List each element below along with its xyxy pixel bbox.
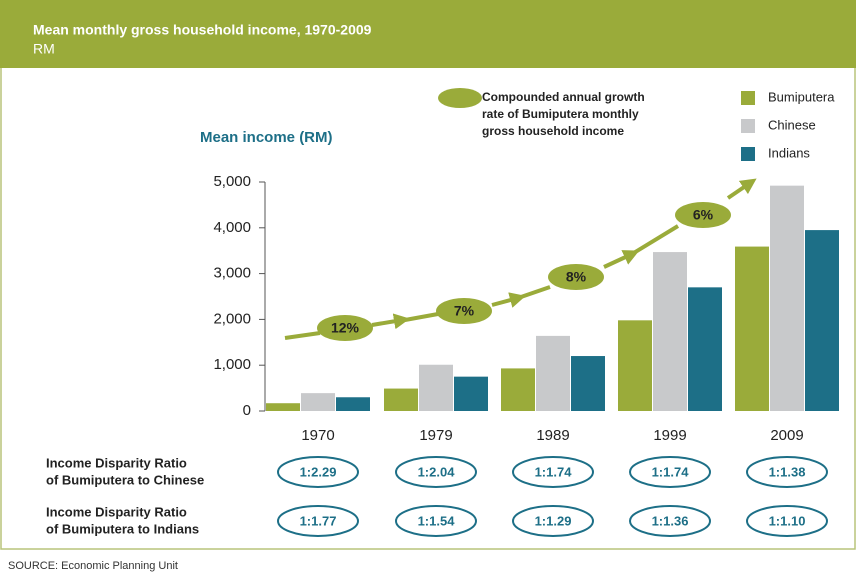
legend-label: Bumiputera bbox=[768, 89, 835, 104]
ratio-row-label: of Bumiputera to Indians bbox=[46, 521, 199, 536]
ratio-bubble bbox=[629, 505, 711, 537]
y-axis-title: Mean income (RM) bbox=[200, 129, 333, 146]
y-tick-label: 1,000 bbox=[213, 356, 251, 373]
ratio-bubble bbox=[277, 456, 359, 488]
y-tick-label: 0 bbox=[243, 402, 251, 419]
ratio-bubble bbox=[746, 456, 828, 488]
growth-arrow bbox=[491, 292, 526, 308]
ratio-bubble bbox=[746, 505, 828, 537]
growth-arrows bbox=[284, 178, 757, 340]
growth-legend-marker bbox=[438, 88, 482, 108]
ratio-bubble bbox=[395, 505, 477, 537]
ratio-row-label: Income Disparity Ratio bbox=[46, 455, 187, 470]
source: SOURCE: Economic Planning Unit bbox=[8, 560, 178, 572]
growth-legend-text: Compounded annual growth bbox=[482, 90, 645, 104]
ratio-row-label: of Bumiputera to Chinese bbox=[46, 472, 204, 487]
legend-label: Chinese bbox=[768, 117, 816, 132]
growth-bubble bbox=[317, 315, 373, 341]
growth-arrow bbox=[603, 250, 640, 269]
ratio-value: 1:1.10 bbox=[769, 513, 806, 528]
ratio-bubble bbox=[512, 505, 594, 537]
growth-arrow bbox=[726, 178, 757, 200]
bar bbox=[618, 320, 652, 411]
ratio-value: 1:1.36 bbox=[652, 513, 689, 528]
y-tick-label: 4,000 bbox=[213, 219, 251, 236]
chart-title: Mean monthly gross household income, 197… bbox=[33, 22, 372, 38]
growth-rate: 6% bbox=[693, 207, 714, 223]
ratio-value: 1:1.29 bbox=[535, 513, 572, 528]
bar bbox=[501, 368, 535, 411]
bar bbox=[336, 397, 370, 411]
header bbox=[0, 0, 856, 68]
bar bbox=[266, 403, 300, 411]
bar bbox=[419, 364, 453, 411]
x-tick-label: 1979 bbox=[419, 427, 452, 444]
y-tick-label: 5,000 bbox=[213, 173, 251, 190]
x-tick-label: 1999 bbox=[653, 427, 686, 444]
legend-swatch bbox=[741, 91, 755, 105]
ratio-bubble bbox=[512, 456, 594, 488]
ratio-value: 1:1.74 bbox=[535, 464, 573, 479]
chart-subtitle: RM bbox=[33, 41, 55, 57]
bar bbox=[384, 388, 418, 411]
ratio-value: 1:1.77 bbox=[300, 513, 337, 528]
legend-swatch bbox=[741, 147, 755, 161]
growth-rate: 8% bbox=[566, 269, 587, 285]
x-tick-label: 1989 bbox=[536, 427, 569, 444]
bar bbox=[301, 393, 335, 411]
growth-bubble bbox=[436, 298, 492, 324]
y-tick-label: 2,000 bbox=[213, 310, 251, 327]
bar bbox=[688, 287, 722, 411]
ratio-value: 1:2.29 bbox=[300, 464, 337, 479]
growth-legend-text: gross household income bbox=[482, 124, 624, 138]
growth-rate: 7% bbox=[454, 303, 475, 319]
bar bbox=[735, 246, 769, 411]
ratio-value: 1:1.54 bbox=[418, 513, 456, 528]
ratio-row-label: Income Disparity Ratio bbox=[46, 504, 187, 519]
x-tick-label: 1970 bbox=[301, 427, 334, 444]
growth-legend-text: rate of Bumiputera monthly bbox=[482, 107, 639, 121]
bar bbox=[536, 335, 570, 411]
growth-bubble bbox=[548, 264, 604, 290]
y-tick-label: 3,000 bbox=[213, 265, 251, 282]
legend-label: Indians bbox=[768, 145, 810, 160]
ratio-bubble bbox=[629, 456, 711, 488]
ratio-bubble bbox=[277, 505, 359, 537]
growth-arrow bbox=[404, 224, 680, 322]
growth-arrow bbox=[371, 313, 410, 330]
growth-arrow bbox=[284, 331, 321, 340]
ratio-value: 1:2.04 bbox=[418, 464, 456, 479]
growth-bubble bbox=[675, 202, 731, 228]
legend-swatch bbox=[741, 119, 755, 133]
x-tick-label: 2009 bbox=[770, 427, 803, 444]
bar bbox=[454, 376, 488, 411]
ratio-value: 1:1.38 bbox=[769, 464, 806, 479]
growth-rate: 12% bbox=[331, 320, 360, 336]
ratio-value: 1:1.74 bbox=[652, 464, 690, 479]
bar bbox=[805, 230, 839, 411]
ratio-bubble bbox=[395, 456, 477, 488]
bar bbox=[653, 252, 687, 411]
bar bbox=[770, 185, 804, 411]
bar bbox=[571, 356, 605, 411]
